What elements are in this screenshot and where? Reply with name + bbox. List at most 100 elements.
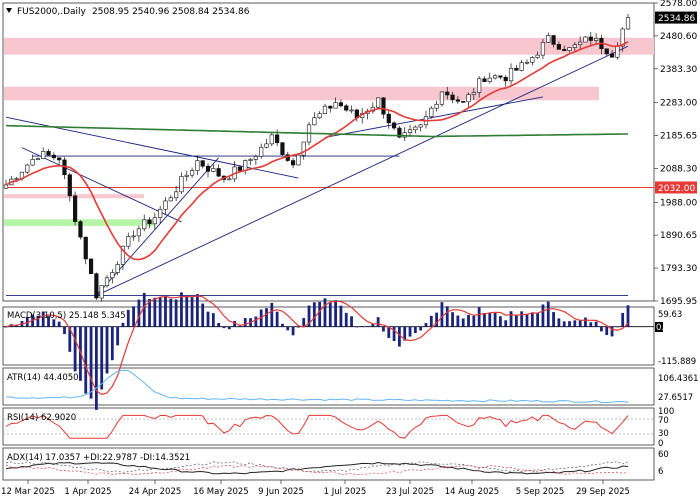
atr-tick-bottom: 27.6517 <box>658 393 693 403</box>
candle-body <box>46 151 51 156</box>
candle-body <box>248 159 253 161</box>
macd-bar <box>536 312 540 327</box>
macd-bar <box>302 318 306 327</box>
macd-bar <box>573 320 577 327</box>
level-label-box <box>655 181 697 194</box>
candle-body <box>524 61 530 64</box>
candle-body <box>338 102 344 107</box>
macd-tick-zero: 0.00 <box>656 323 675 333</box>
candle-body <box>625 17 631 30</box>
chart-ohlc: 2508.95 2540.96 2508.84 2534.86 <box>92 7 250 17</box>
candle-body <box>386 113 391 124</box>
macd-bar <box>413 326 417 333</box>
adx-label: ADX(14) 17.0357 +DI:22.9787 -DI:14.3521 <box>7 453 190 463</box>
macd-bar <box>217 322 221 327</box>
candle-body <box>498 75 503 78</box>
candle-body <box>503 76 508 82</box>
macd-bar <box>552 312 555 327</box>
macd-bar <box>190 297 194 327</box>
candle-body <box>158 208 163 218</box>
candle-body <box>477 78 482 93</box>
collapse-triangle-icon[interactable] <box>6 8 12 13</box>
macd-bar <box>132 306 135 327</box>
macd-bar <box>493 313 497 327</box>
macd-bar <box>467 314 470 327</box>
candle-body <box>572 44 577 48</box>
rsi-tick-0: 0 <box>658 439 663 449</box>
macd-bar <box>429 315 433 327</box>
macd-bar <box>334 300 338 327</box>
candle-body <box>243 160 248 171</box>
macd-bar <box>79 326 82 381</box>
candle-body <box>280 142 285 155</box>
macd-bar <box>307 305 311 327</box>
candle-body <box>429 107 434 117</box>
macd-bar <box>180 292 183 327</box>
macd-bar <box>270 302 274 327</box>
candle-body <box>609 53 615 58</box>
macd-bar <box>41 311 45 327</box>
macd-bar <box>169 298 173 327</box>
candle-body <box>200 160 205 167</box>
candle-body <box>147 219 152 225</box>
candle-body <box>99 285 104 299</box>
macd-bar <box>323 298 327 327</box>
x-tick-label: 23 Jul 2025 <box>386 487 434 497</box>
macd-tick-top: 59.63 <box>658 310 682 320</box>
y-tick-label: 1793.30 <box>660 264 697 274</box>
macd-bar <box>211 313 215 327</box>
candle-body <box>466 94 471 103</box>
candle-body <box>189 170 195 176</box>
x-tick-label: 1 Apr 2025 <box>64 487 111 497</box>
macd-bar <box>174 299 178 327</box>
macd-bar <box>520 311 524 327</box>
macd-bar <box>355 326 359 328</box>
candle-body <box>583 36 588 43</box>
candle-body <box>322 105 328 114</box>
macd-bar <box>600 326 603 332</box>
candle-body <box>407 129 413 134</box>
macd-bar <box>360 326 364 327</box>
x-tick-label: 12 Mar 2025 <box>1 487 55 497</box>
x-tick-label: 29 Sep 2025 <box>576 487 630 497</box>
macd-bar <box>243 318 247 327</box>
candle-body <box>88 258 94 274</box>
macd-bar <box>435 312 439 327</box>
candle-body <box>530 57 535 63</box>
y-tick-label: 1890.65 <box>660 231 697 241</box>
macd-panel <box>2 306 655 366</box>
rsi-tick-100: 100 <box>658 407 674 417</box>
candle-body <box>397 127 402 138</box>
candle-body <box>535 54 540 58</box>
x-tick-label: 14 Aug 2025 <box>445 487 499 497</box>
macd-bar <box>100 326 104 390</box>
macd-bar <box>509 311 513 327</box>
macd-bar <box>589 322 593 327</box>
macd-bar <box>195 294 199 327</box>
macd-bar <box>408 326 412 337</box>
candle-body <box>131 235 136 238</box>
macd-bar <box>594 321 598 327</box>
candle-body <box>445 91 450 96</box>
macd-bar <box>615 326 619 328</box>
macd-bar <box>47 316 50 327</box>
candle-body <box>269 134 274 145</box>
macd-bar <box>158 296 162 327</box>
macd-bar <box>584 317 587 327</box>
candle-body <box>211 168 216 172</box>
candle-body <box>482 78 487 82</box>
candle-body <box>110 272 115 279</box>
y-tick-label: 1695.95 <box>660 297 697 307</box>
candle-body <box>78 221 83 238</box>
macd-bar <box>451 312 454 327</box>
atr-line <box>6 369 629 404</box>
candle-body <box>461 101 466 103</box>
candle-body <box>253 156 258 160</box>
y-tick-label: 2185.65 <box>660 132 697 142</box>
y-tick-label: 2578.00 <box>660 0 697 9</box>
macd-bar <box>403 326 407 341</box>
trendline-long <box>96 45 629 296</box>
candle-body <box>376 97 381 108</box>
macd-bar <box>339 305 343 327</box>
